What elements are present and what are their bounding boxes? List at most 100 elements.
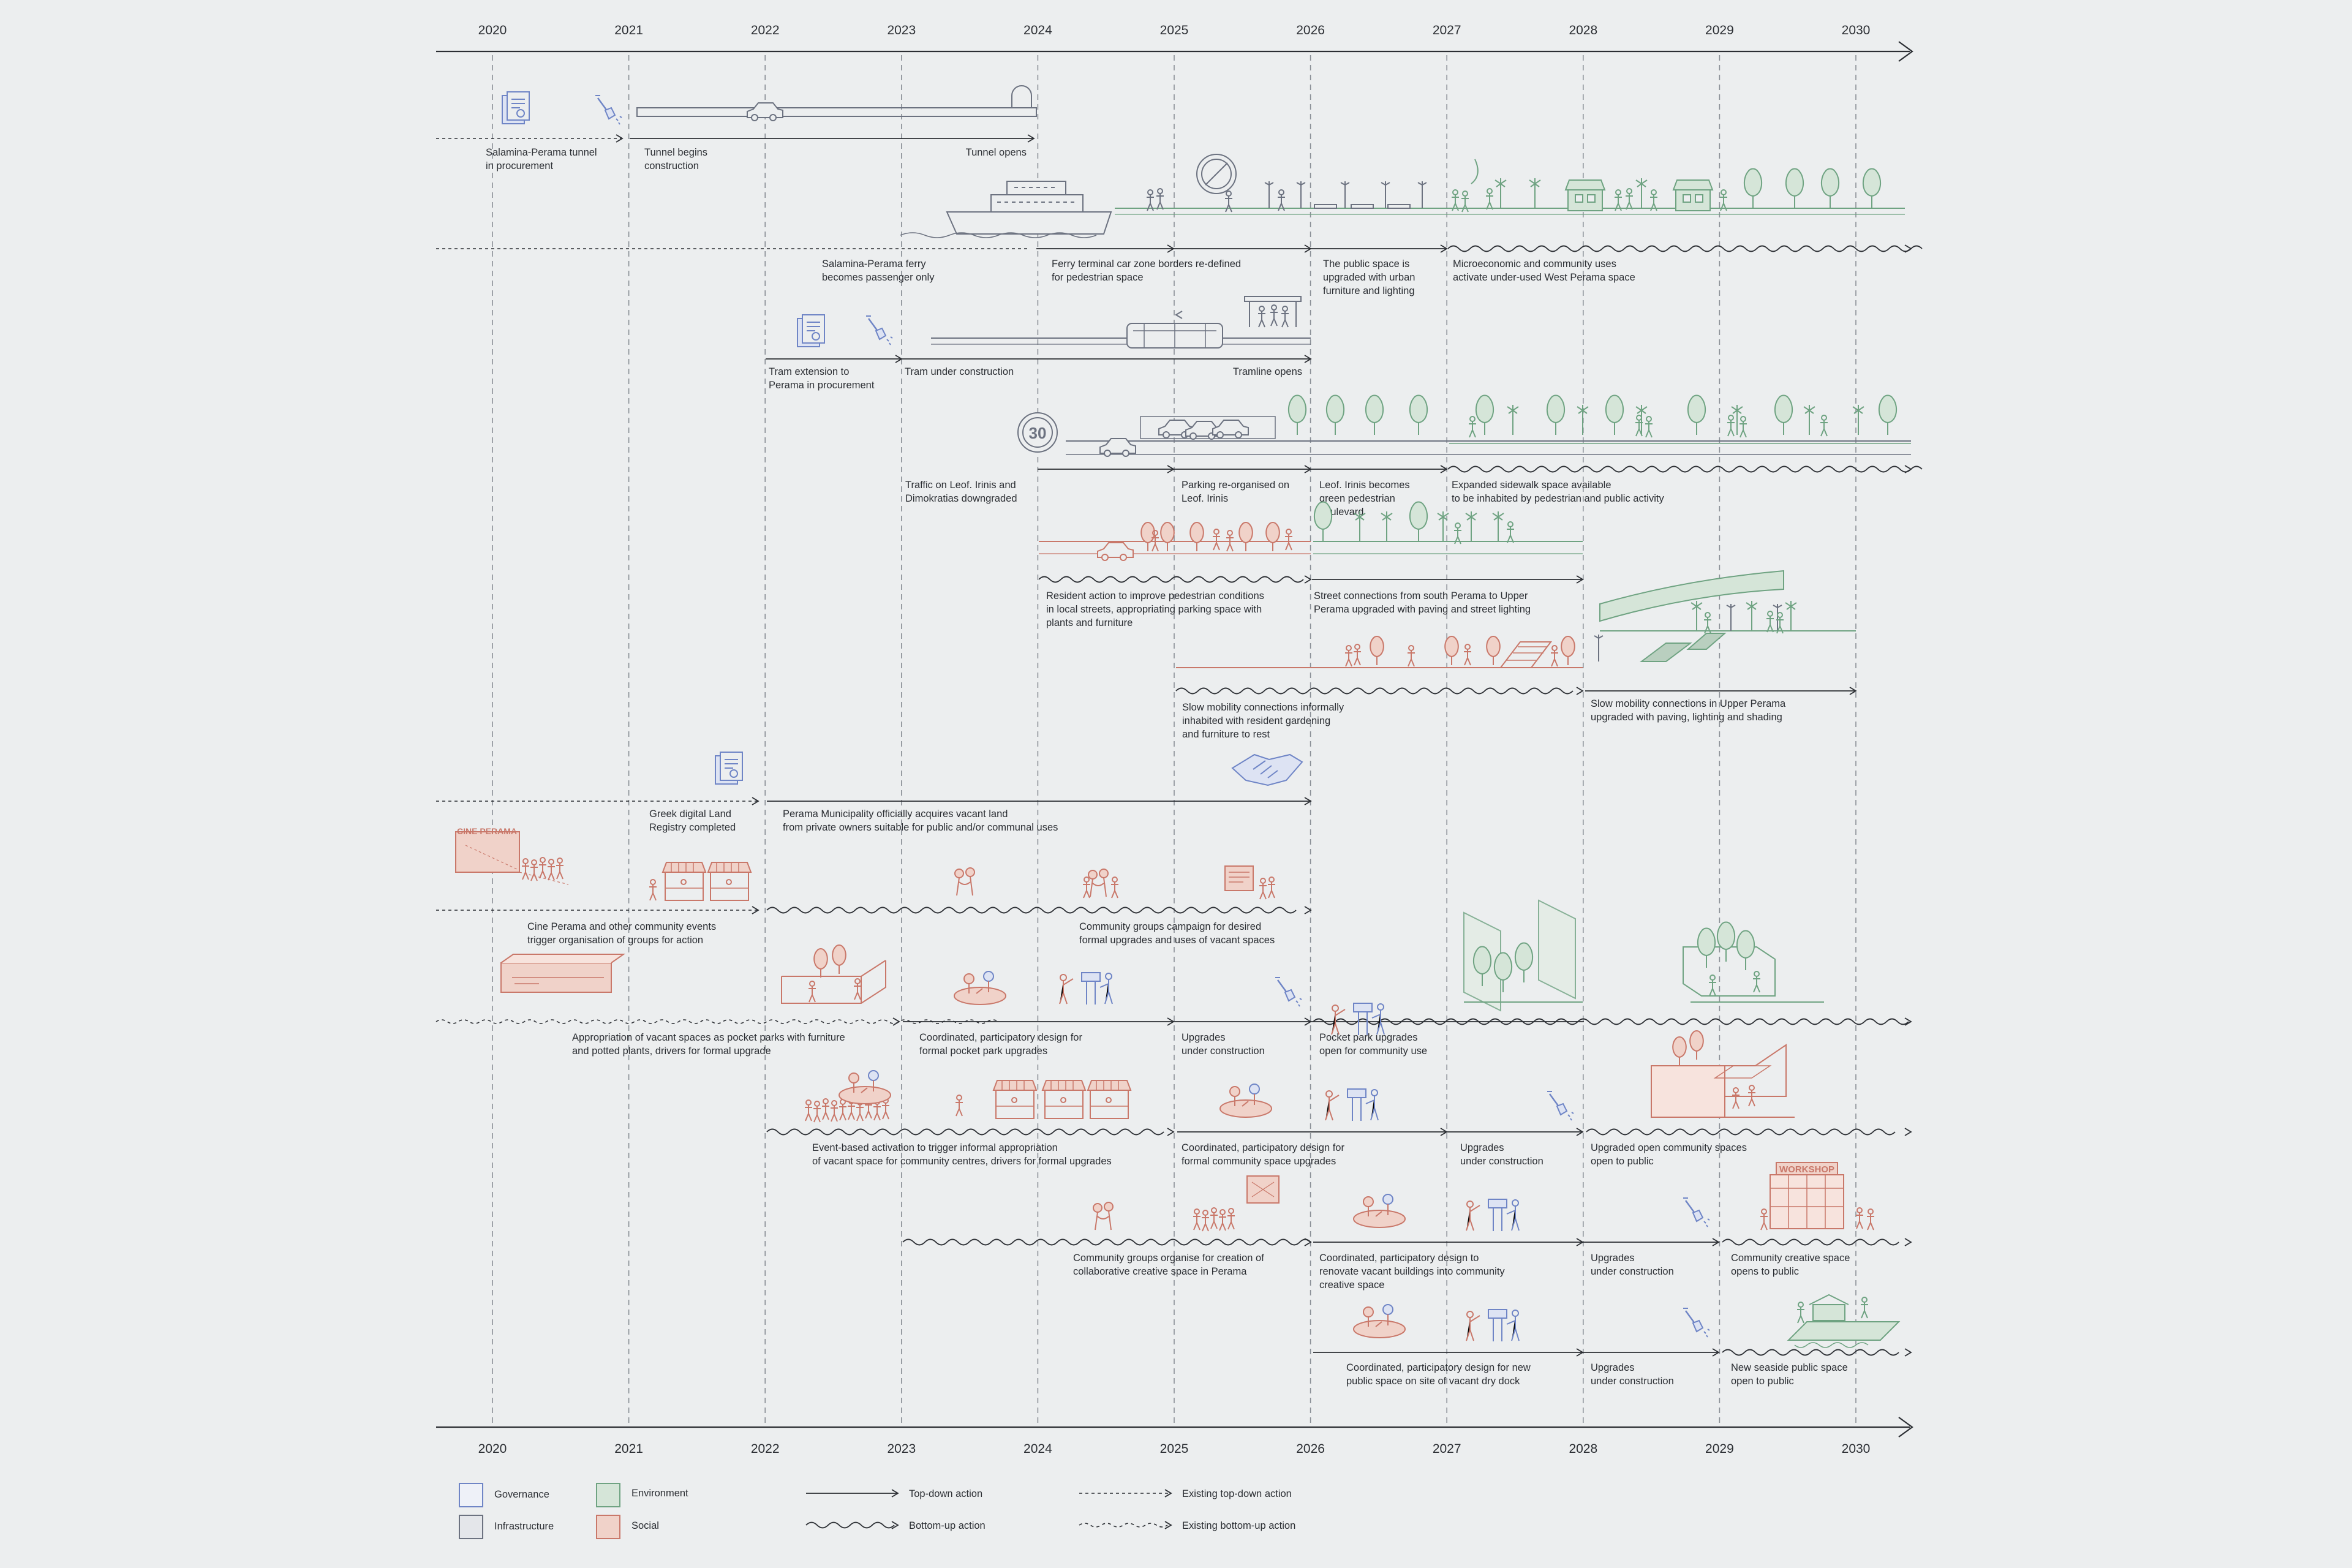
- legend-existing-bottom-up-arrow: [1079, 1523, 1168, 1528]
- parking-icon: [1140, 416, 1276, 440]
- year-label: 2021: [614, 23, 643, 37]
- caption-tram-construction: Tram under construction: [905, 366, 1014, 377]
- caption-creative-space-open: Community creative space opens to public: [1731, 1253, 1850, 1277]
- year-label: 2028: [1569, 1442, 1597, 1456]
- workshop-sign-text: WORKSHOP: [1779, 1164, 1834, 1175]
- legend-swatch-infrastructure: [459, 1515, 483, 1539]
- pocket-park-upgrade-illustration: [1463, 900, 1824, 1011]
- caption-creative-space-groups: Community groups organise for creation o…: [1073, 1253, 1264, 1277]
- year-label: 2023: [887, 23, 916, 37]
- caption-appropriation-pocket: Appropriation of vacant spaces as pocket…: [572, 1032, 845, 1057]
- row-seaside: Coordinated, participatory design for ne…: [1313, 1294, 1912, 1387]
- document-icon: [502, 91, 530, 124]
- caption-participatory-community: Coordinated, participatory design for for…: [1182, 1142, 1344, 1167]
- top-axis-years: 2020 2021 2022 2023 2024 2025 2026 2027 2028 2029…: [478, 23, 1871, 37]
- bottom-up-arrow: [1447, 245, 1923, 252]
- caption-upgrades-construction-d: Upgrades under construction: [1591, 1362, 1674, 1387]
- legend-label-governance: Governance: [494, 1489, 549, 1500]
- market-stall-icon: [662, 862, 706, 901]
- caption-parking-reorganised: Parking re-organised on Leof. Irinis: [1182, 480, 1289, 504]
- year-label: 2025: [1160, 1442, 1189, 1456]
- caption-tram-procurement: Tram extension to Perama in procurement: [769, 366, 875, 391]
- shovel-icon: [594, 94, 623, 126]
- caption-street-connections: Street connections from south Perama to …: [1314, 590, 1531, 615]
- no-car-sign-icon: [1196, 154, 1237, 194]
- year-label: 2028: [1569, 23, 1597, 37]
- caption-slow-mobility-upper: Slow mobility connections in Upper Peram…: [1591, 698, 1786, 723]
- market-stall-icon: [707, 862, 752, 901]
- year-label: 2024: [1023, 1442, 1052, 1456]
- caption-municipality-acquires: Perama Municipality officially acquires …: [783, 809, 1058, 833]
- caption-upgrades-construction-a: Upgrades under construction: [1182, 1032, 1265, 1057]
- shovel-icon: [1682, 1307, 1711, 1338]
- document-icon: [797, 314, 825, 347]
- year-label: 2021: [614, 1442, 643, 1456]
- year-label: 2029: [1705, 1442, 1734, 1456]
- year-label: 2022: [751, 1442, 780, 1456]
- caption-participatory-pocket: Coordinated, participatory design for for…: [919, 1032, 1082, 1057]
- year-label: 2023: [887, 1442, 916, 1456]
- bottom-up-arrow: [1586, 1128, 1896, 1136]
- bottom-up-arrow: [766, 1128, 1164, 1136]
- caption-upgrades-construction-c: Upgrades under construction: [1591, 1253, 1674, 1277]
- caption-renovate-buildings: Coordinated, participatory design to reno…: [1319, 1253, 1505, 1291]
- legend-swatch-governance: [459, 1483, 483, 1507]
- legend-label-existing-bottom-up: Existing bottom-up action: [1182, 1520, 1295, 1531]
- market-stall-icon: [1087, 1080, 1131, 1119]
- legend-swatch-environment: [596, 1483, 620, 1507]
- row-community-centres: Event-based activation to trigger inform…: [766, 1030, 1912, 1167]
- year-label: 2029: [1705, 23, 1734, 37]
- year-label: 2022: [751, 23, 780, 37]
- row-creative-space: WORKSHOP Community groups organise for c…: [902, 1162, 1912, 1291]
- row-tram: Tram extension to Perama in procurement T…: [766, 296, 1312, 391]
- bottom-up-arrow: [1038, 576, 1304, 583]
- caption-pocket-park-open: Pocket park upgrades open for community u…: [1319, 1032, 1427, 1057]
- year-label: 2025: [1160, 23, 1189, 37]
- year-label: 2026: [1296, 1442, 1325, 1456]
- year-label: 2027: [1433, 1442, 1461, 1456]
- caption-seaside-open: New seaside public space open to public: [1731, 1362, 1848, 1387]
- caption-seaside-design: Coordinated, participatory design for ne…: [1346, 1362, 1531, 1387]
- caption-resident-action: Resident action to improve pedestrian co…: [1046, 590, 1264, 628]
- row-resident-action: Resident action to improve pedestrian co…: [1038, 501, 1584, 628]
- caption-ferry-passenger: Salamina-Perama ferry becomes passenger o…: [822, 258, 935, 283]
- legend-label-bottom-up: Bottom-up action: [909, 1520, 986, 1531]
- caption-expanded-sidewalk: Expanded sidewalk space available to be i…: [1452, 480, 1664, 504]
- caption-microeconomic: Microeconomic and community uses activate…: [1453, 258, 1635, 283]
- market-stall-icon: [1042, 1080, 1086, 1119]
- legend-label-infrastructure: Infrastructure: [494, 1521, 554, 1532]
- bottom-up-arrow: [766, 907, 1297, 914]
- legend: Governance Infrastructure Environment So…: [459, 1483, 1295, 1539]
- row-ferry: Salamina-Perama ferry becomes passenger o…: [436, 154, 1923, 296]
- kiosk-icon: [1564, 179, 1714, 211]
- row-land-registry: Greek digital Land Registry completed Per…: [436, 752, 1312, 833]
- bottom-axis-years: 2020 2021 2022 2023 2024 2025 2026 2027 2028 2029…: [478, 1442, 1871, 1456]
- caption-tunnel-construction: Tunnel begins construction: [644, 147, 707, 172]
- row-cine-perama: CINE PERAMA Cine Perama and other commun…: [436, 826, 1312, 946]
- year-label: 2030: [1842, 23, 1871, 37]
- caption-tramline-opens: Tramline opens: [1233, 366, 1302, 377]
- year-label: 2030: [1842, 1442, 1871, 1456]
- cinema-screen-icon: CINE PERAMA: [455, 826, 569, 885]
- legend-swatch-social: [596, 1515, 620, 1539]
- year-label: 2020: [478, 1442, 507, 1456]
- shovel-icon: [1274, 976, 1303, 1008]
- bottom-up-arrow: [902, 1238, 1311, 1246]
- ferry-icon: [900, 181, 1112, 238]
- legend-label-environment: Environment: [631, 1488, 688, 1499]
- row-slow-mobility: Slow mobility connections informally inha…: [1175, 570, 1857, 740]
- speed-limit-text: 30: [1029, 424, 1047, 442]
- row-pocket-parks: Appropriation of vacant spaces as pocket…: [435, 900, 1912, 1057]
- workshop-building-illustration: WORKSHOP: [1760, 1162, 1875, 1231]
- bottom-up-arrow: [1722, 1349, 1899, 1356]
- legend-label-existing-top-down: Existing top-down action: [1182, 1488, 1292, 1499]
- community-space-upgrade-illustration: [1651, 1030, 1795, 1118]
- handshake-icon: [1231, 753, 1303, 786]
- shovel-icon: [865, 315, 894, 346]
- caption-tunnel-opens: Tunnel opens: [966, 147, 1027, 158]
- document-icon: [715, 752, 743, 785]
- caption-cine-perama: Cine Perama and other community events tr…: [527, 921, 716, 946]
- existing-bottom-up-arrow: [435, 1019, 999, 1024]
- caption-public-space-upgraded: The public space is upgraded with urban fu…: [1323, 258, 1415, 296]
